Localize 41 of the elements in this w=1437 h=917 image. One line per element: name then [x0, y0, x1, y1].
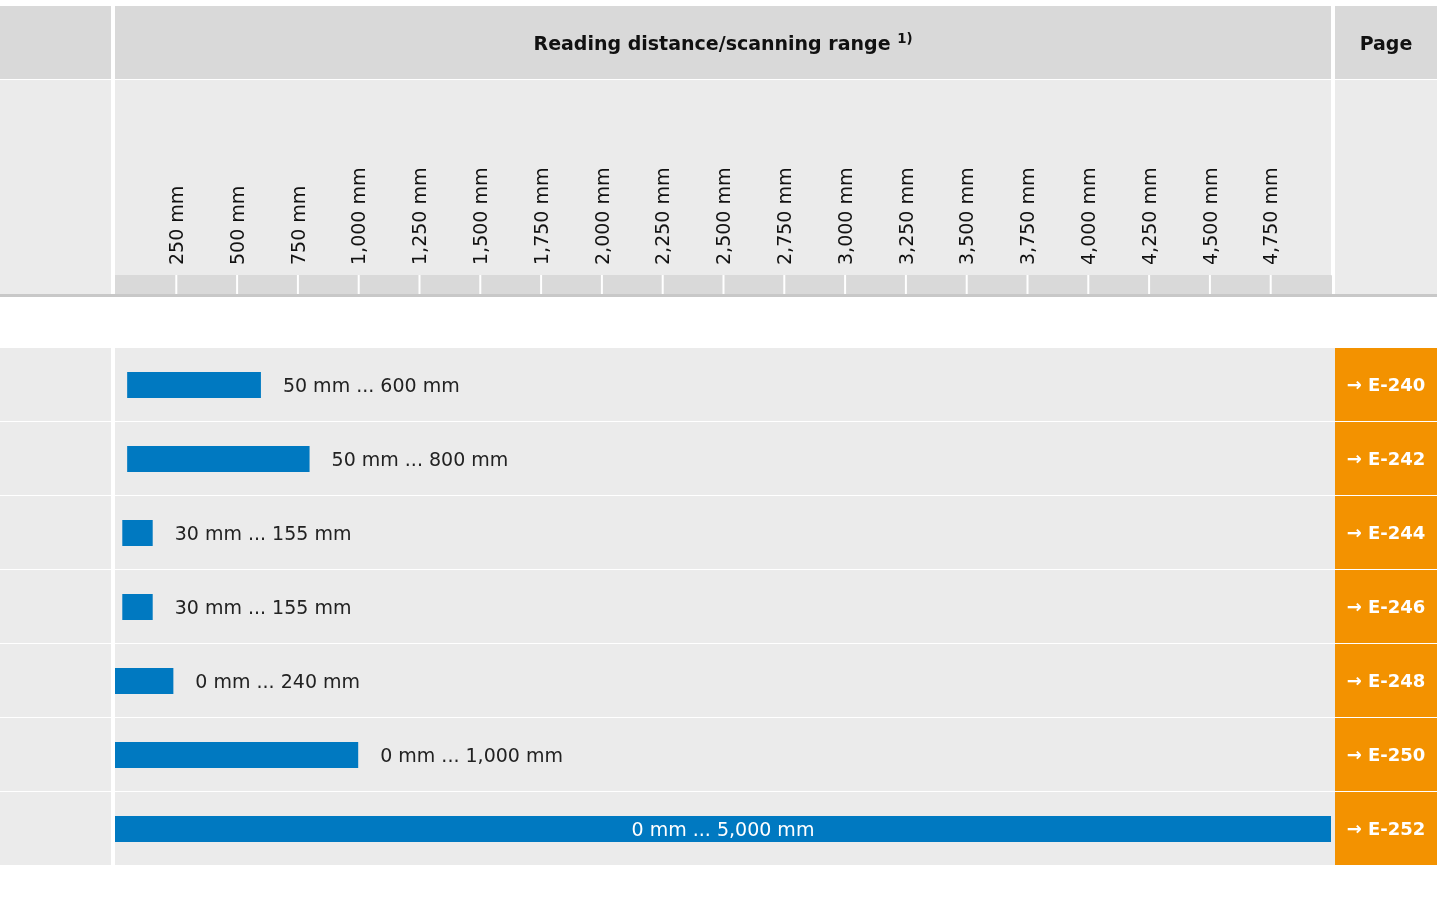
- bar: [115, 742, 359, 768]
- x-tick-label: 3,250 mm: [894, 167, 917, 265]
- annotation: 50 mm ... 800 mm: [331, 447, 509, 470]
- bar: [122, 520, 153, 546]
- x-tick-label: 3,750 mm: [1016, 167, 1039, 265]
- x-tick-label: 3,500 mm: [955, 167, 978, 265]
- x-tick-label: 2,000 mm: [590, 167, 613, 265]
- bar: [127, 446, 310, 472]
- x-tick-label: 4,250 mm: [1137, 167, 1160, 265]
- text: → E-244: [1346, 522, 1426, 544]
- x-tick-label: 500 mm: [225, 185, 248, 265]
- annotation: 30 mm ... 155 mm: [174, 595, 352, 618]
- x-tick-label: 1,250 mm: [408, 167, 431, 265]
- text: → E-248: [1346, 670, 1426, 692]
- bar: [115, 668, 174, 694]
- x-tick-label: 1,500 mm: [468, 167, 491, 265]
- chart-title: Reading distance/scanning range $^{1)}$: [533, 30, 913, 54]
- annotation: 30 mm ... 155 mm: [174, 521, 352, 544]
- x-tick-label: 1,000 mm: [347, 167, 370, 265]
- annotation: 0 mm ... 1,000 mm: [380, 743, 563, 766]
- text: → E-246: [1346, 596, 1426, 618]
- x-tick-label: 4,750 mm: [1259, 167, 1282, 265]
- x-tick-label: 4,500 mm: [1198, 167, 1221, 265]
- x-tick-label: 750 mm: [286, 185, 309, 265]
- text: → E-252: [1346, 818, 1426, 840]
- text: → E-242: [1346, 448, 1426, 470]
- annotation: 0 mm ... 240 mm: [195, 669, 361, 692]
- text: Page: [1359, 32, 1413, 54]
- x-tick-label: 1,750 mm: [529, 167, 552, 265]
- x-tick-label: 250 mm: [164, 185, 187, 265]
- x-tick-label: 2,250 mm: [651, 167, 674, 265]
- annotation: 0 mm ... 5,000 mm: [631, 817, 815, 840]
- bar: [127, 372, 261, 398]
- text: → E-250: [1346, 744, 1426, 766]
- x-tick-label: 2,750 mm: [772, 167, 795, 265]
- x-tick-label: 4,000 mm: [1076, 167, 1099, 265]
- x-tick-label: 3,000 mm: [833, 167, 856, 265]
- x-tick-label: 2,500 mm: [712, 167, 735, 265]
- bar: [122, 594, 153, 620]
- annotation: 50 mm ... 600 mm: [282, 373, 460, 396]
- text: → E-240: [1346, 374, 1426, 396]
